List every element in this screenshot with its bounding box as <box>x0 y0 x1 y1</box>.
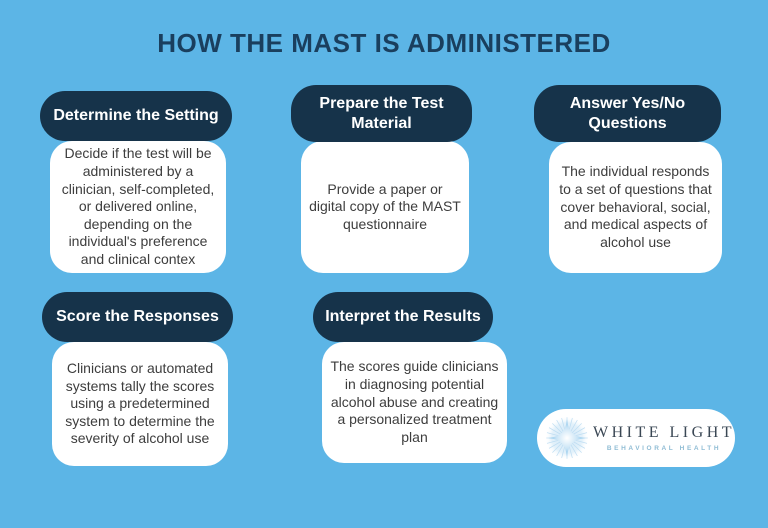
card-body: The scores guide clinicians in diagnosin… <box>322 342 507 463</box>
card-header: Prepare the Test Material <box>291 85 472 142</box>
logo-card: WHITE LIGHT BEHAVIORAL HEALTH <box>537 409 735 467</box>
card-header: Interpret the Results <box>313 292 493 342</box>
card-header: Score the Responses <box>42 292 233 342</box>
card-body: Provide a paper or digital copy of the M… <box>301 141 469 273</box>
logo-name: WHITE LIGHT <box>593 424 736 441</box>
card-header: Answer Yes/No Questions <box>534 85 721 142</box>
card-body: Clinicians or automated systems tally th… <box>52 342 228 466</box>
logo-text-block: WHITE LIGHT BEHAVIORAL HEALTH <box>593 424 745 452</box>
card-header: Determine the Setting <box>40 91 232 141</box>
sparkle-star-icon <box>545 416 589 460</box>
card-body: The individual responds to a set of ques… <box>549 142 722 273</box>
page-title: HOW THE MAST IS ADMINISTERED <box>157 28 611 58</box>
card-body: Decide if the test will be administered … <box>50 141 226 273</box>
logo-subtitle: BEHAVIORAL HEALTH <box>606 445 722 452</box>
